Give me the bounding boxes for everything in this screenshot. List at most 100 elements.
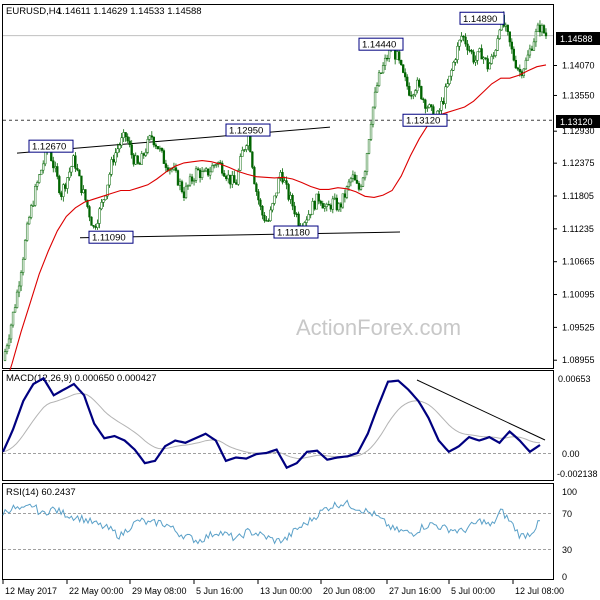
candle-body [402,64,405,73]
candle-body [58,176,61,194]
candle-body [9,324,13,340]
rsi-line [2,499,541,545]
candle-body [237,170,240,185]
candle-body [494,50,497,56]
candle-body [219,162,222,164]
candle-body [285,180,288,185]
candle-body [64,184,67,189]
candle-body [76,168,79,171]
candlestick-series [3,11,548,362]
candle-body [144,152,147,156]
candle-body [11,311,15,326]
candle-body [132,154,135,165]
moving-average-line [2,64,547,393]
candle-body [206,168,210,176]
candle-body [30,205,33,218]
candle-body [540,25,544,33]
candle-body [70,166,73,173]
candle-body [492,55,495,57]
candle-body [152,136,155,146]
candle-body [538,24,542,33]
candle-body [343,193,347,198]
price-axis-tick-label: 1.14070 [562,61,595,71]
time-axis-tick-label: 12 May 2017 [5,586,57,596]
time-axis-tick-label: 22 May 00:00 [69,586,124,596]
candle-body [307,214,310,221]
candle-body [25,223,29,241]
rsi-axis-tick-70: 70 [562,509,572,519]
candle-body [315,193,318,210]
candle-body [74,155,77,169]
candle-body [526,54,530,61]
candle-body [19,272,23,287]
candle-body [516,67,519,70]
candle-body [532,41,536,51]
candle-body [275,192,278,197]
candle-body [428,104,431,108]
price-axis-tick-label: 1.10665 [562,257,595,267]
candle-body [245,145,248,150]
candle-body [430,104,433,107]
candle-body [235,182,238,185]
candle-body [78,169,81,177]
candle-body [400,59,403,66]
candle-body [339,203,343,208]
rsi-axis-tick-0: 0 [562,572,567,582]
candle-body [204,168,208,172]
candle-body [325,203,328,207]
candle-body [327,203,330,206]
price-annotation-box [358,37,404,51]
candle-body [156,146,159,150]
candle-body [371,106,375,125]
candle-body [23,240,27,260]
candle-body [243,149,246,151]
candle-body [227,174,230,180]
candle-body [94,226,97,228]
candle-body [331,198,334,210]
price-annotation: 1.13120 [402,113,448,127]
candle-body [223,173,226,177]
candle-body [196,168,200,171]
candle-body [293,205,296,215]
candle-body [186,184,190,187]
candle-body [42,163,45,171]
candle-body [56,166,59,177]
candle-body [442,101,445,104]
candle-body [7,338,11,347]
candle-body [82,189,85,194]
candle-body [263,214,266,221]
candle-body [321,203,324,209]
candle-body [480,48,483,60]
candle-body [534,31,538,43]
candle-body [478,48,481,53]
candle-body [311,201,314,215]
candle-body [267,220,270,222]
candle-body [110,159,113,175]
candle-body [88,206,91,218]
level-price-tag-box [556,115,600,128]
price-annotation-box [402,113,448,127]
candle-body [297,213,300,226]
candle-body [375,85,379,93]
candle-body [146,139,149,153]
candle-body [460,35,463,41]
candle-body [116,148,119,154]
candle-body [213,164,216,167]
candle-body [446,83,449,88]
candle-body [241,150,244,157]
watermark: ActionForex.com [296,315,461,340]
candle-body [60,192,63,197]
candle-body [488,63,491,70]
candle-body [472,51,475,63]
candle-body [317,193,320,202]
price-panel: EURUSD,H4 1.14611 1.14629 1.14533 1.1458… [2,4,554,393]
candle-body [337,203,341,211]
candle-body [5,345,9,352]
candle-body [112,159,115,163]
candle-body [454,59,457,63]
candle-body [424,99,427,109]
macd-axis-tick-bottom: -0.002138 [557,469,598,479]
candle-body [32,205,35,207]
candle-body [468,49,471,52]
candle-body [283,180,286,183]
